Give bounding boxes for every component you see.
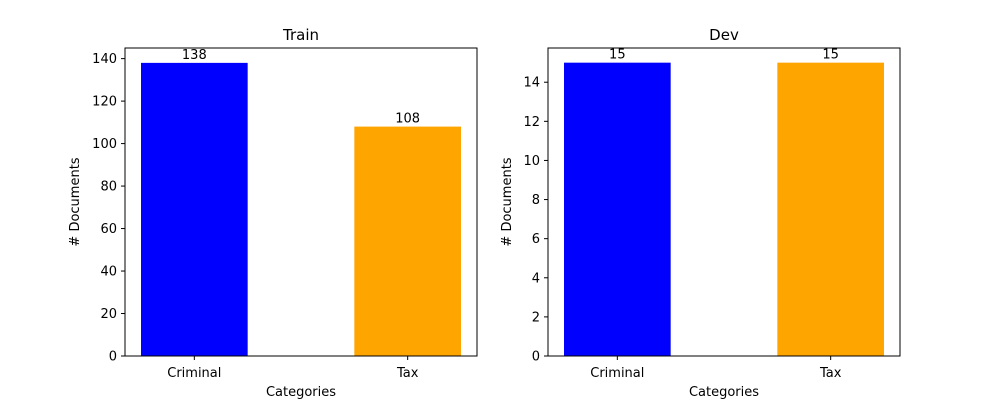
y-axis: 0 20 40 60 80 100 120 140 (92, 52, 125, 365)
bars-layer: 15 15 (564, 48, 884, 357)
chart-train: Train 138 108 0 20 40 60 80 100 120 140 Criminal… (68, 26, 478, 400)
x-tick-label: Criminal (167, 366, 221, 381)
y-tick-label: 60 (100, 222, 117, 237)
chart-title: Train (282, 26, 319, 44)
plot-frame (547, 47, 901, 357)
y-tick-label: 20 (100, 307, 117, 322)
x-axis-label: Categories (689, 385, 759, 400)
bars-layer: 138 108 (141, 48, 461, 357)
y-tick-label: 8 (532, 193, 540, 208)
data-label: 15 (609, 48, 626, 63)
bar-tax (354, 126, 461, 356)
y-tick-label: 10 (523, 154, 540, 169)
y-axis-label: # Documents (68, 157, 83, 246)
y-axis: 0 2 4 6 8 10 12 14 (523, 76, 548, 365)
y-tick-label: 0 (109, 350, 117, 365)
y-tick-label: 4 (532, 271, 540, 286)
y-tick-label: 0 (532, 350, 540, 365)
x-tick-label: Criminal (590, 366, 644, 381)
x-tick-label: Tax (396, 366, 419, 381)
x-axis: Criminal Tax (167, 356, 419, 381)
y-tick-label: 40 (100, 265, 117, 280)
x-axis-label: Categories (266, 385, 336, 400)
y-tick-label: 2 (532, 310, 540, 325)
y-tick-label: 120 (92, 95, 117, 110)
x-tick-label: Tax (819, 366, 842, 381)
data-label: 15 (822, 48, 839, 63)
y-tick-label: 6 (532, 232, 540, 247)
bar-tax (777, 62, 884, 357)
y-tick-label: 80 (100, 180, 117, 195)
y-tick-label: 140 (92, 52, 117, 67)
y-tick-label: 14 (523, 76, 540, 91)
y-axis-label: # Documents (500, 157, 515, 246)
data-label: 138 (182, 48, 207, 63)
plot-frame (124, 47, 478, 357)
x-axis: Criminal Tax (590, 356, 842, 381)
chart-title: Dev (709, 26, 739, 44)
data-label: 108 (395, 112, 420, 127)
bar-criminal (141, 62, 248, 357)
y-tick-label: 12 (523, 115, 540, 130)
y-tick-label: 100 (92, 137, 117, 152)
bar-criminal (564, 62, 671, 357)
